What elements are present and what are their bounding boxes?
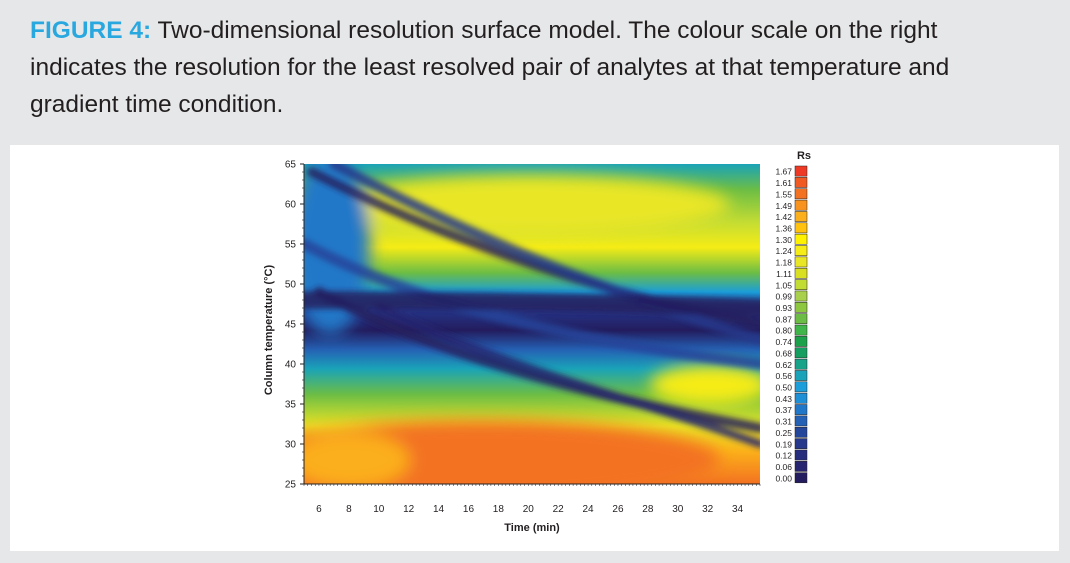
y-tick-label: 35 <box>285 400 297 411</box>
colorbar-tick-label: 0.74 <box>775 337 792 347</box>
colorbar-tick-label: 0.06 <box>775 462 792 472</box>
colorbar-swatch <box>794 222 808 234</box>
x-tick-label: 12 <box>403 504 415 515</box>
x-tick-label: 26 <box>612 504 624 515</box>
colorbar-tick-label: 0.56 <box>775 371 792 381</box>
colorbar-swatch <box>794 267 808 279</box>
colorbar-swatch <box>794 211 808 222</box>
colorbar-tick-label: 0.37 <box>775 405 792 415</box>
figure-caption: FIGURE 4: Two-dimensional resolution sur… <box>30 12 1040 123</box>
colorbar-tick-label: 0.25 <box>775 428 792 438</box>
colorbar-swatch <box>794 472 808 484</box>
colorbar-tick-label: 0.80 <box>775 326 792 336</box>
colorbar-tick-label: 0.68 <box>775 348 792 358</box>
colorbar-tick-label: 0.93 <box>775 303 792 313</box>
colorbar-tick-label: 1.67 <box>775 167 792 177</box>
x-tick-label: 30 <box>672 504 684 515</box>
colorbar-swatch <box>794 199 808 211</box>
y-tick-label: 65 <box>285 160 297 171</box>
colorbar-swatch <box>794 233 808 245</box>
y-tick-label: 30 <box>285 440 297 451</box>
colorbar-swatch <box>794 392 808 404</box>
x-tick-label: 10 <box>373 504 385 515</box>
x-tick-label: 24 <box>583 504 595 515</box>
heatmap-surface <box>304 164 760 484</box>
colorbar-swatch <box>794 415 808 427</box>
colorbar-tick-label: 0.99 <box>775 292 792 302</box>
y-tick-label: 55 <box>285 240 297 251</box>
x-tick-label: 18 <box>493 504 505 515</box>
colorbar-tick-label: 1.05 <box>775 280 792 290</box>
colorbar-tick-label: 0.00 <box>775 473 792 483</box>
chart-panel: 25 30 35 40 45 50 55 60 65 6 8 10 12 14 16 18 20 22 24 26 28… <box>10 145 1059 551</box>
x-axis-label: Time (min) <box>504 522 560 534</box>
colorbar-tick-label: 1.42 <box>775 212 792 222</box>
colorbar-swatch <box>794 313 808 325</box>
y-tick-label: 25 <box>285 480 297 491</box>
x-tick-label: 6 <box>316 504 322 515</box>
x-tick-label: 32 <box>702 504 714 515</box>
x-tick-label: 34 <box>732 504 744 515</box>
low-resolution-band <box>374 304 760 448</box>
resolution-surface-chart: 25 30 35 40 45 50 55 60 65 6 8 10 12 14 16 18 20 22 24 26 28… <box>263 150 811 534</box>
colorbar-swatch <box>794 336 808 347</box>
colorbar-swatch <box>794 370 808 381</box>
colorbar-tick-label: 0.50 <box>775 382 792 392</box>
colorbar-swatch <box>794 347 808 359</box>
y-tick-label: 40 <box>285 360 297 371</box>
colorbar-title: Rs <box>797 150 811 162</box>
colorbar-swatch <box>794 426 808 438</box>
y-tick-label: 50 <box>285 280 297 291</box>
x-tick-label: 22 <box>553 504 565 515</box>
low-resolution-band <box>313 287 760 433</box>
x-tick-label: 14 <box>433 504 445 515</box>
colorbar-tick-label: 0.62 <box>775 360 792 370</box>
x-tick-label: 8 <box>346 504 352 515</box>
colorbar-tick-label: 1.11 <box>776 269 792 279</box>
x-tick-label: 16 <box>463 504 475 515</box>
colorbar-swatch <box>794 438 808 449</box>
colorbar-tick-label: 0.19 <box>775 439 792 449</box>
colorbar-tick-label: 0.87 <box>775 314 792 324</box>
y-tick-label: 60 <box>285 200 297 211</box>
colorbar-swatch <box>794 279 808 290</box>
colorbar-swatch <box>794 165 808 177</box>
colorbar-tick-label: 1.18 <box>775 258 792 268</box>
colorbar-swatch <box>794 302 808 313</box>
colorbar-swatch <box>794 461 808 472</box>
figure-label: FIGURE 4: <box>30 17 152 44</box>
colorbar-swatch <box>794 404 808 415</box>
low-resolution-band <box>304 238 760 370</box>
low-resolution-band <box>304 291 760 317</box>
low-resolution-band <box>328 164 760 345</box>
colorbar-tick-label: 1.30 <box>775 235 792 245</box>
colorbar-swatch <box>794 324 808 336</box>
colorbar-tick-label: 1.36 <box>775 223 792 233</box>
caption-text: Two-dimensional resolution surface model… <box>30 17 950 118</box>
colorbar-swatch <box>794 245 808 256</box>
x-tick-label: 28 <box>642 504 654 515</box>
colorbar-swatch <box>794 188 808 200</box>
colorbar-swatch <box>794 381 808 393</box>
y-axis-label: Column temperature (°C) <box>263 265 275 396</box>
colorbar-tick-label: 1.24 <box>775 246 792 256</box>
colorbar-tick-label: 0.43 <box>775 394 792 404</box>
colorbar-swatch <box>794 177 808 188</box>
colorbar-tick-label: 1.61 <box>775 178 792 188</box>
colorbar-tick-label: 0.12 <box>775 451 792 461</box>
y-tick-label: 45 <box>285 320 297 331</box>
colorbar-swatch <box>794 358 808 370</box>
colorbar-swatch <box>794 449 808 461</box>
colorbar-swatch <box>794 290 808 302</box>
colorbar-tick-label: 0.31 <box>775 417 792 427</box>
x-tick-label: 20 <box>523 504 535 515</box>
colorbar-tick-label: 1.49 <box>775 201 792 211</box>
colorbar-tick-label: 1.55 <box>775 189 792 199</box>
colorbar-swatch <box>794 256 808 268</box>
